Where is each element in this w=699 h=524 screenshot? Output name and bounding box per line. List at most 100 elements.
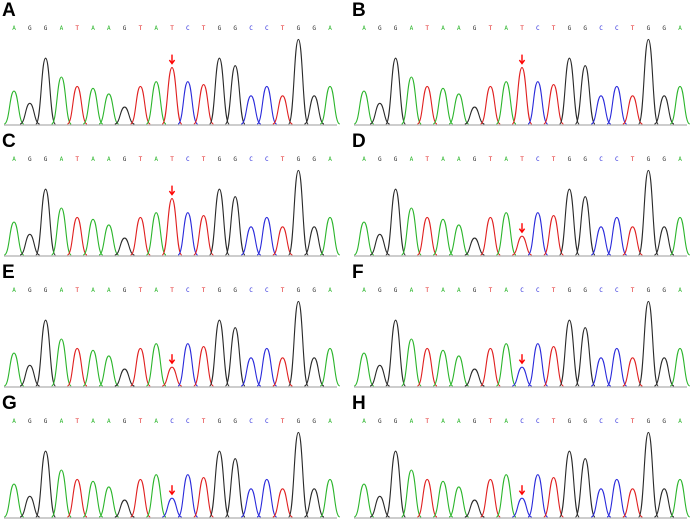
trace-peak	[590, 226, 612, 256]
base-call: T	[631, 418, 635, 425]
trace-peak	[416, 478, 438, 518]
trace-peak	[224, 458, 246, 518]
base-call: T	[281, 418, 285, 425]
base-call: C	[536, 287, 540, 294]
trace-peak	[66, 85, 88, 125]
trace-peak	[559, 319, 580, 387]
trace-peak	[35, 319, 56, 387]
trace-peak	[622, 226, 643, 256]
trace-peak	[369, 364, 390, 387]
base-call: G	[473, 287, 477, 294]
base-call: T	[552, 287, 556, 294]
trace-peak	[590, 488, 612, 518]
base-call: A	[362, 25, 366, 32]
trace-peak	[51, 469, 72, 518]
trace-peak	[464, 237, 485, 256]
trace-peak	[385, 450, 406, 518]
trace-peak	[401, 76, 422, 125]
base-call: C	[615, 418, 619, 425]
mutation-arrow	[518, 223, 526, 234]
base-call: C	[615, 287, 619, 294]
base-call: C	[599, 156, 603, 163]
trace-peak	[272, 357, 293, 387]
panel-label: D	[352, 131, 366, 152]
base-call: G	[218, 156, 222, 163]
base-call: A	[362, 156, 366, 163]
base-call: T	[520, 156, 524, 163]
base-call: C	[265, 418, 269, 425]
base-call: C	[186, 156, 190, 163]
base-call: A	[441, 156, 445, 163]
base-call: G	[44, 25, 48, 32]
base-call: A	[441, 25, 445, 32]
trace-peak	[272, 226, 293, 256]
base-call: G	[123, 418, 127, 425]
base-call: G	[218, 418, 222, 425]
trace-peak	[638, 300, 659, 387]
base-call: T	[170, 287, 174, 294]
trace-peak	[606, 347, 628, 387]
trace-peak	[19, 495, 40, 518]
base-call: A	[12, 156, 16, 163]
trace-peak	[304, 488, 325, 518]
base-call: A	[154, 25, 158, 32]
trace-peak	[495, 474, 517, 518]
base-call: A	[328, 287, 332, 294]
base-call: T	[520, 25, 524, 32]
base-call: G	[647, 25, 651, 32]
trace-peak	[527, 343, 549, 387]
trace-peak	[654, 357, 675, 387]
trace-peak	[369, 233, 390, 256]
trace-peak	[82, 480, 104, 518]
trace-peak	[353, 483, 375, 518]
base-call: C	[249, 156, 253, 163]
trace-peak	[35, 188, 56, 256]
base-call: G	[123, 156, 127, 163]
trace-peak	[495, 81, 517, 125]
trace-peak	[543, 214, 564, 256]
base-call: T	[139, 25, 143, 32]
base-call: T	[552, 156, 556, 163]
base-call: C	[249, 287, 253, 294]
base-call: T	[281, 25, 285, 32]
base-call: A	[107, 25, 111, 32]
mutation-arrow	[168, 485, 176, 496]
trace-peak	[98, 224, 119, 256]
base-call: A	[678, 156, 682, 163]
base-call: T	[202, 418, 206, 425]
trace-peak	[511, 366, 533, 387]
base-call: A	[154, 156, 158, 163]
base-call: G	[583, 287, 587, 294]
trace-peak	[304, 357, 325, 387]
base-call: A	[12, 25, 16, 32]
trace-peak	[669, 347, 691, 387]
base-call: A	[410, 287, 414, 294]
trace-peak	[145, 343, 167, 387]
base-call: G	[647, 287, 651, 294]
base-call: A	[91, 287, 95, 294]
base-call: G	[312, 25, 316, 32]
trace-peak	[256, 478, 278, 518]
base-call: A	[504, 156, 508, 163]
base-call: G	[233, 418, 237, 425]
trace-peak	[654, 488, 675, 518]
trace-peak	[240, 357, 262, 387]
base-call: A	[60, 156, 64, 163]
trace-peak	[432, 349, 454, 387]
base-call: G	[378, 156, 382, 163]
trace-peak	[130, 478, 151, 518]
base-call: G	[473, 25, 477, 32]
trace-peak	[145, 474, 167, 518]
base-call: T	[425, 25, 429, 32]
base-call: G	[394, 418, 398, 425]
trace-peak	[385, 188, 406, 256]
trace-peak	[638, 431, 659, 518]
trace-peak	[19, 364, 40, 387]
base-call: C	[186, 287, 190, 294]
trace-peak	[559, 57, 580, 125]
base-call: C	[520, 287, 524, 294]
base-call: T	[281, 156, 285, 163]
